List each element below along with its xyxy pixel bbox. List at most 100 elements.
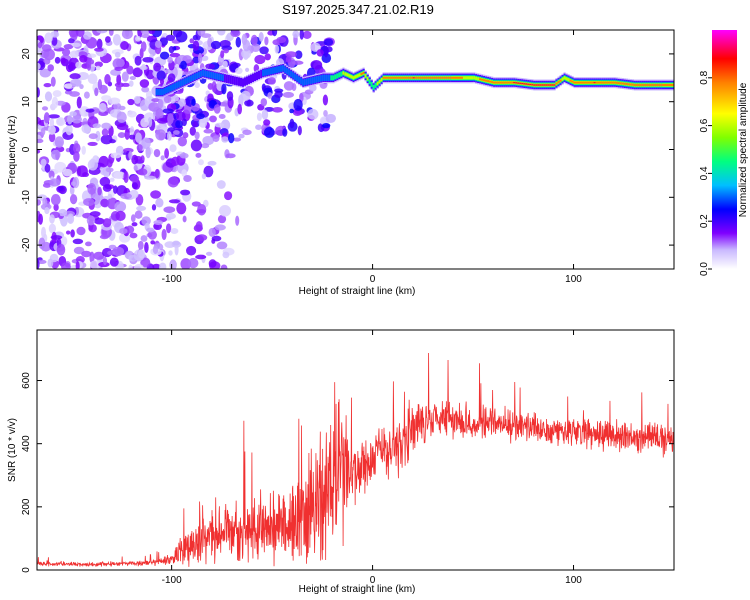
noise-blob xyxy=(163,95,172,104)
noise-blob xyxy=(264,36,269,46)
ridge-cell xyxy=(400,76,403,79)
noise-blob xyxy=(101,95,112,101)
y-tick-label: 400 xyxy=(21,435,32,452)
noise-blob xyxy=(221,83,227,95)
noise-blob xyxy=(97,79,103,91)
noise-blob xyxy=(76,165,88,178)
ridge-cell xyxy=(483,79,486,82)
noise-blob xyxy=(104,74,111,85)
noise-blob xyxy=(192,121,198,128)
colorbar-tick-label: 0.8 xyxy=(699,70,710,84)
ridge-cell xyxy=(376,81,379,86)
noise-blob xyxy=(260,98,268,107)
noise-blob xyxy=(75,61,82,69)
heatmap-ylabel: Frequency (Hz) xyxy=(7,116,18,185)
noise-blob xyxy=(102,184,112,192)
noise-blob xyxy=(37,149,41,154)
ridge-cell xyxy=(270,67,273,75)
ridge-cell xyxy=(448,76,452,79)
ridge-cell xyxy=(233,76,237,85)
ridge-cell xyxy=(183,78,186,85)
noise-blob xyxy=(67,215,73,224)
noise-blob xyxy=(220,50,225,59)
noise-blob xyxy=(205,251,213,256)
noise-blob xyxy=(83,91,90,99)
ridge-cell xyxy=(171,84,174,91)
ridge-cell xyxy=(424,76,427,79)
ridge-cell xyxy=(615,81,618,84)
ridge-cell xyxy=(412,77,415,79)
noise-blob xyxy=(168,46,175,54)
noise-blob xyxy=(47,258,54,268)
ridge-cell xyxy=(577,81,580,84)
ridge-cell xyxy=(384,76,387,79)
noise-blob xyxy=(153,62,161,72)
snr-frame xyxy=(36,329,675,571)
ridge-cell xyxy=(398,76,401,79)
ridge-cell xyxy=(280,65,283,72)
noise-blob xyxy=(172,30,183,38)
ridge-cell xyxy=(272,67,275,74)
ridge-cell xyxy=(611,81,614,84)
ridge-cell xyxy=(396,76,399,79)
noise-blob xyxy=(76,96,82,109)
ridge-cell xyxy=(358,73,361,77)
noise-blob xyxy=(232,62,241,68)
ridge-cell xyxy=(513,82,516,84)
ridge-cell xyxy=(258,70,261,80)
noise-blob xyxy=(159,78,165,85)
ridge-cell xyxy=(312,77,315,84)
ridge-cell xyxy=(446,76,450,79)
noise-blob xyxy=(99,51,104,58)
ridge-cell xyxy=(428,76,431,79)
noise-blob xyxy=(114,66,123,72)
noise-blob xyxy=(145,146,151,159)
noise-blob xyxy=(167,113,174,125)
ridge-cell xyxy=(621,82,624,85)
noise-blob xyxy=(150,190,162,199)
noise-blob xyxy=(88,133,98,140)
ridge-cell xyxy=(231,76,235,85)
noise-blob xyxy=(129,126,135,136)
noise-blob xyxy=(86,53,97,58)
ridge-cell xyxy=(274,67,277,74)
ridge-cell xyxy=(159,88,162,96)
noise-blob xyxy=(274,44,280,54)
x-tick-label: -100 xyxy=(162,274,182,285)
ridge-cell xyxy=(438,76,442,79)
ridge-cell xyxy=(390,76,393,79)
noise-blob xyxy=(108,30,114,36)
ridge-cell xyxy=(246,76,249,85)
noise-blob xyxy=(167,73,176,83)
noise-blob xyxy=(87,141,98,146)
noise-blob xyxy=(109,177,115,182)
noise-blob xyxy=(66,114,73,125)
ridge-cell xyxy=(609,81,612,84)
noise-blob xyxy=(121,30,133,40)
ridge-cell xyxy=(223,74,227,83)
noise-blob xyxy=(242,39,251,52)
ridge-cell xyxy=(499,81,502,84)
ridge-cell xyxy=(422,76,425,79)
ridge-cell xyxy=(394,76,397,79)
noise-blob xyxy=(152,245,159,255)
noise-blob xyxy=(101,122,112,130)
ridge-cell xyxy=(175,82,178,89)
ridge-cell xyxy=(340,71,343,77)
noise-blob xyxy=(235,36,242,48)
noise-blob xyxy=(95,130,101,142)
noise-blob xyxy=(213,104,221,114)
ridge-cell xyxy=(348,74,351,78)
noise-blob xyxy=(146,69,155,80)
ridge-cell xyxy=(565,77,568,81)
noise-blob xyxy=(186,245,197,256)
noise-blob xyxy=(198,116,208,128)
noise-blob xyxy=(140,117,149,128)
noise-blob xyxy=(169,52,181,58)
noise-blob xyxy=(89,260,102,269)
ridge-cell xyxy=(420,76,423,79)
noise-blob xyxy=(211,235,222,242)
noise-blob xyxy=(141,63,147,71)
y-tick-label: -10 xyxy=(21,190,32,205)
ridge-cell xyxy=(300,77,303,85)
